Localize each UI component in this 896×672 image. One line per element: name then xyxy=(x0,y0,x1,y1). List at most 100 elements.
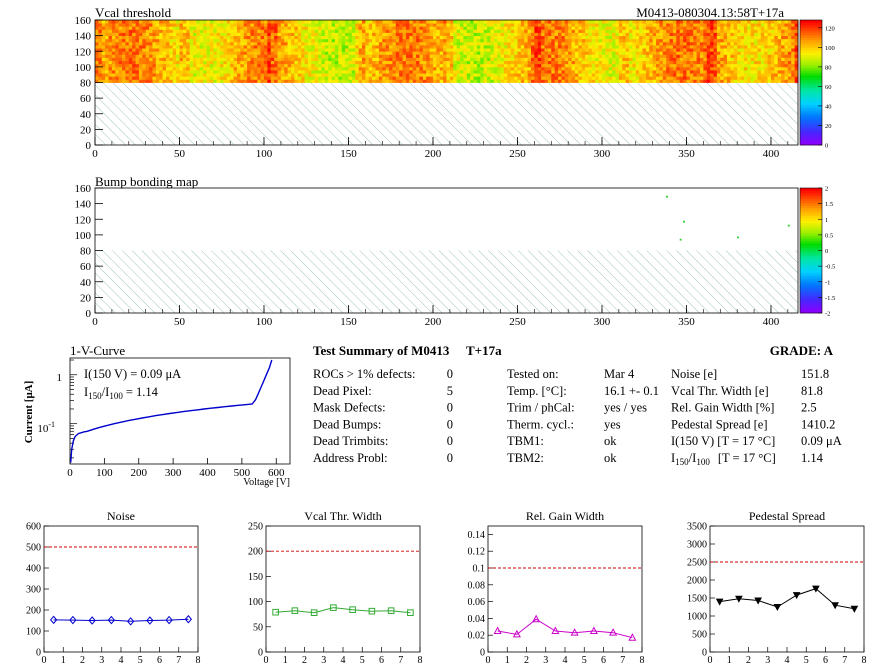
vcal-cell xyxy=(605,41,610,46)
vcal-cell xyxy=(176,73,180,77)
vcal-cell xyxy=(568,35,572,40)
vcal-cell xyxy=(399,48,403,52)
palette-band xyxy=(800,220,822,224)
vcal-cell xyxy=(193,48,197,52)
vcal-cell xyxy=(372,23,376,27)
vcal-cell xyxy=(301,57,305,62)
vcal-cell xyxy=(182,23,187,27)
vcal-cell xyxy=(676,48,681,52)
vcal-cell xyxy=(152,45,157,49)
vcal-cell xyxy=(115,26,120,30)
vcal-cell xyxy=(622,26,627,30)
vcal-cell xyxy=(206,26,211,30)
vcal-cell xyxy=(240,54,245,58)
vcal-cell xyxy=(696,41,701,46)
vcal-cell xyxy=(429,51,434,55)
vcal-cell xyxy=(696,70,701,74)
vcal-cell xyxy=(399,60,403,65)
vcal-cell xyxy=(240,23,245,27)
vcal-cell xyxy=(720,32,725,37)
vcal-cell xyxy=(145,76,150,80)
vcal-cell xyxy=(132,48,136,52)
vcal-cell xyxy=(764,35,768,40)
vcal-cell xyxy=(138,38,143,43)
vcal-cell xyxy=(422,66,427,71)
vcal-cell xyxy=(226,63,231,68)
vcal-cell xyxy=(747,41,752,46)
vcal-cell xyxy=(649,70,654,74)
vcal-cell xyxy=(172,20,177,24)
vcal-cell xyxy=(199,23,204,27)
vcal-cell xyxy=(372,32,376,37)
vcal-cell xyxy=(399,41,403,46)
vcal-cell xyxy=(571,32,576,37)
vcal-cell xyxy=(111,32,116,37)
vcal-cell xyxy=(754,79,758,83)
vcal-cell xyxy=(497,45,501,49)
vcal-cell xyxy=(412,79,417,83)
vcal-cell xyxy=(578,57,583,62)
vcal-cell xyxy=(777,51,782,55)
palette-band xyxy=(800,273,822,276)
vcal-cell xyxy=(253,70,258,74)
vcal-cell xyxy=(615,57,620,62)
vcal-cell xyxy=(186,73,191,77)
vcal-cell xyxy=(649,38,654,43)
trend-point xyxy=(609,628,618,636)
vcal-cell xyxy=(669,63,674,68)
vcal-cell xyxy=(307,35,312,40)
vcal-cell xyxy=(564,23,569,27)
vcal-cell xyxy=(389,45,393,49)
vcal-cell xyxy=(524,70,529,74)
vcal-cell xyxy=(551,66,556,71)
result-value: 151.8 xyxy=(801,367,829,381)
vcal-cell xyxy=(267,73,272,77)
trend-ytick-label: 0 xyxy=(258,648,263,659)
vcal-cell xyxy=(338,54,343,58)
trend-ytick-label: 200 xyxy=(26,606,41,617)
vcal-cell xyxy=(466,26,471,30)
vcal-cell xyxy=(791,57,796,62)
vcal-cell xyxy=(618,41,623,46)
vcal-cell xyxy=(436,23,441,27)
vcal-cell xyxy=(781,41,785,46)
trend-ytick-label: 600 xyxy=(26,522,41,533)
vcal-cell xyxy=(159,63,163,68)
vcal-cell xyxy=(233,70,238,74)
vcal-cell xyxy=(115,63,120,68)
vcal-cell xyxy=(301,70,305,74)
vcal-cell xyxy=(220,48,224,52)
vcal-cell xyxy=(520,29,525,33)
vcal-cell xyxy=(622,76,627,80)
vcal-cell xyxy=(118,70,123,74)
vcal-cell xyxy=(490,26,495,30)
vcal-cell xyxy=(476,60,481,65)
vcal-cell xyxy=(341,45,346,49)
vcal-cell xyxy=(199,35,204,40)
vcal-cell xyxy=(527,54,532,58)
vcal-cell xyxy=(270,45,275,49)
vcal-cell xyxy=(385,41,390,46)
vcal-cell xyxy=(703,41,708,46)
vcal-cell xyxy=(189,48,194,52)
vcal-cell xyxy=(581,35,586,40)
vcal-cell xyxy=(311,38,316,43)
vcal-cell xyxy=(426,66,431,71)
vcal-cell xyxy=(686,45,691,49)
vcal-cell xyxy=(767,45,772,49)
palette-band xyxy=(800,137,822,141)
vcal-cell xyxy=(493,70,498,74)
vcal-cell xyxy=(416,38,420,43)
vcal-cell xyxy=(652,79,657,83)
vcal-cell xyxy=(284,73,289,77)
vcal-cell xyxy=(108,29,113,33)
vcal-cell xyxy=(770,60,775,65)
vcal-cell xyxy=(490,48,495,52)
vcal-cell xyxy=(172,23,177,27)
vcal-cell xyxy=(612,20,616,24)
vcal-cell xyxy=(405,26,410,30)
vcal-cell xyxy=(774,79,779,83)
vcal-cell xyxy=(710,23,714,27)
vcal-cell xyxy=(348,35,353,40)
vcal-cell xyxy=(530,54,535,58)
